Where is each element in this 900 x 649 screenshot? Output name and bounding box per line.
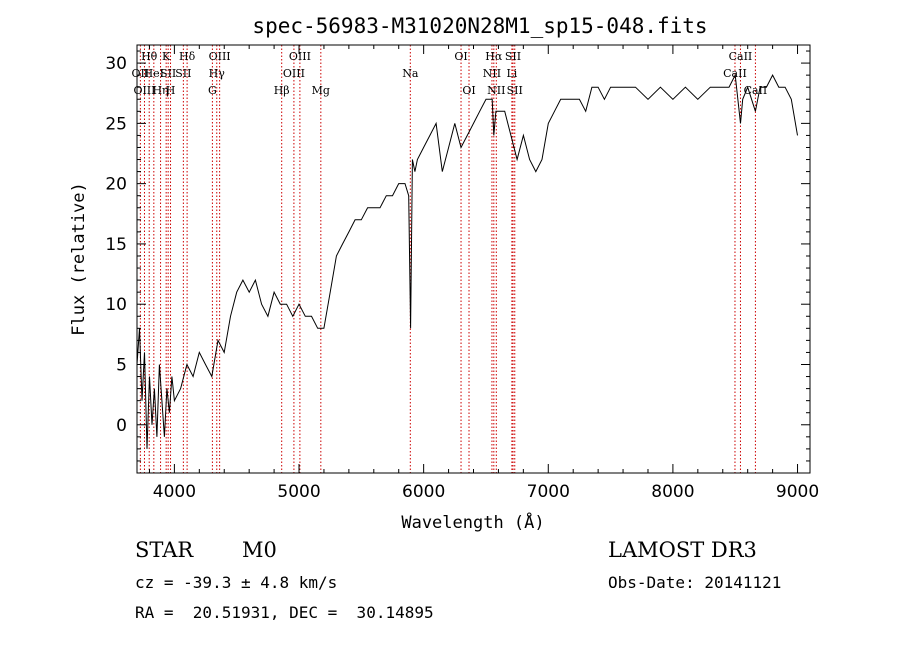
spectral-line-label: OI: [454, 50, 467, 63]
spectrum-series: [136, 73, 798, 449]
spectral-line-label: SII: [505, 50, 521, 63]
y-tick-label: 10: [105, 295, 127, 315]
plot-frame: [136, 44, 811, 474]
spectral-line-label: Hβ: [274, 84, 290, 97]
x-tick-label: 4000: [153, 482, 196, 502]
spectral-line-label: OII: [132, 67, 150, 80]
spectral-line-label: Hη: [152, 84, 168, 97]
x-tick-label: 5000: [277, 482, 320, 502]
coordinates: RA = 20.51931, DEC = 30.14895: [135, 603, 434, 622]
spectral-line-label: SII: [160, 67, 176, 80]
spectrum-line: [136, 73, 798, 449]
spectral-line-label: Hγ: [209, 67, 226, 80]
y-tick-label: 25: [105, 114, 127, 134]
axis-ticks: 4000 5000 6000 7000 8000 9000 0 5 10 15 20 25 30: [105, 45, 819, 502]
spectral-line-label: HeI: [144, 67, 164, 80]
y-axis-label: Flux (relative): [69, 182, 89, 336]
spectral-line-label: Mg: [312, 84, 330, 97]
spectral-line-label: NII: [487, 84, 505, 97]
spectral-line-label: CaII: [723, 67, 747, 80]
object-class: STAR: [135, 538, 194, 562]
spectral-line-label: OIII: [289, 50, 311, 63]
observation-date: Obs-Date: 20141121: [608, 573, 782, 592]
spectral-line-label: H: [166, 84, 176, 97]
spectral-line-label: Na: [402, 67, 419, 80]
spectral-line-label: Hα: [485, 50, 503, 63]
redshift-velocity: cz = -39.3 ± 4.8 km/s: [135, 573, 338, 592]
spectral-line-label: OIII: [133, 84, 155, 97]
x-tick-label: 9000: [776, 482, 819, 502]
spectral-line-label: Hθ: [141, 50, 158, 63]
spectral-line-label: SII: [175, 67, 191, 80]
x-tick-label: 7000: [527, 482, 570, 502]
spectral-line-label: G: [208, 84, 217, 97]
y-tick-label: 5: [116, 355, 127, 375]
y-tick-label: 30: [105, 54, 127, 74]
spectral-line-label: OIII: [283, 67, 305, 80]
spectral-line-label: SII: [507, 84, 523, 97]
spectral-line-label: NII: [483, 67, 501, 80]
spectral-line-label: CaII: [744, 84, 768, 97]
x-tick-label: 6000: [402, 482, 445, 502]
spectral-line-label: K: [162, 50, 171, 63]
spectral-line-label: Hδ: [179, 50, 196, 63]
spectral-line-label: OI: [462, 84, 475, 97]
y-tick-label: 0: [116, 416, 127, 436]
x-tick-label: 8000: [651, 482, 694, 502]
y-tick-label: 15: [105, 235, 127, 255]
object-subclass: M0: [242, 538, 277, 562]
survey-name: LAMOST DR3: [608, 538, 757, 562]
spectral-line-label: OIII: [209, 50, 231, 63]
spectral-line-markers: [139, 45, 756, 473]
y-tick-label: 20: [105, 175, 127, 195]
spectral-line-label: CaII: [729, 50, 753, 63]
x-axis-label: Wavelength (Å): [401, 511, 544, 533]
chart-title: spec-56983-M31020N28M1_sp15-048.fits: [252, 14, 707, 38]
spectral-line-label: Li: [506, 67, 517, 80]
